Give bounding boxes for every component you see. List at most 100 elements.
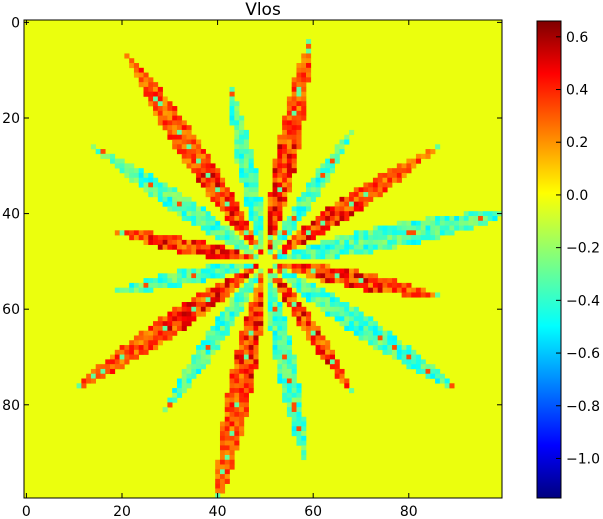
heatmap-cell (406, 168, 412, 174)
heatmap-cell (258, 306, 264, 312)
heatmap-cell (153, 187, 159, 193)
heatmap-cell (205, 177, 211, 183)
heatmap-cell (320, 287, 326, 293)
heatmap-cell (162, 101, 168, 107)
heatmap-cell (210, 340, 216, 346)
heatmap-cell (191, 306, 197, 312)
heatmap-cell (344, 278, 350, 284)
heatmap-cell (349, 273, 355, 279)
heatmap-cell (277, 340, 283, 346)
heatmap-cell (215, 469, 221, 475)
heatmap-cell (224, 392, 230, 398)
heatmap-cell (401, 287, 407, 293)
heatmap-cell (239, 220, 245, 226)
heatmap-cell (291, 392, 297, 398)
heatmap-cell (258, 239, 264, 245)
x-tick-label: 60 (304, 504, 322, 519)
heatmap-cell (272, 311, 278, 317)
heatmap-cell (358, 321, 364, 327)
heatmap-cell (181, 201, 187, 207)
heatmap-cell (129, 177, 135, 183)
heatmap-cell (243, 134, 249, 140)
heatmap-cell (129, 172, 135, 179)
heatmap-cell (353, 206, 359, 212)
heatmap-cell (248, 249, 254, 255)
heatmap-cell (296, 306, 302, 312)
heatmap-cell (458, 220, 465, 226)
heatmap-cell (215, 488, 221, 494)
heatmap-cell (339, 239, 345, 245)
heatmap-cell (368, 230, 374, 236)
heatmap-cell (387, 349, 393, 355)
heatmap-cell (162, 325, 168, 331)
heatmap-cell (253, 359, 259, 365)
heatmap-cell (239, 335, 245, 341)
heatmap-cell (482, 215, 488, 222)
heatmap-cell (406, 158, 412, 164)
heatmap-cell (315, 340, 321, 346)
heatmap-cell (487, 215, 493, 222)
heatmap-cell (387, 340, 393, 346)
heatmap-cell (291, 139, 297, 145)
heatmap-cell (320, 335, 326, 341)
heatmap-cell (277, 139, 283, 145)
heatmap-cell (320, 244, 326, 250)
heatmap-cell (339, 244, 345, 250)
heatmap-cell (124, 163, 130, 169)
heatmap-cell (176, 249, 183, 255)
heatmap-cell (315, 220, 321, 226)
heatmap-cell (325, 168, 331, 174)
heatmap-cell (291, 426, 297, 432)
heatmap-cell (224, 435, 230, 441)
heatmap-cell (210, 163, 216, 169)
heatmap-cell (291, 77, 297, 83)
heatmap-cell (478, 211, 484, 217)
heatmap-cell (162, 201, 168, 207)
heatmap-cell (286, 335, 292, 341)
heatmap-cell (430, 215, 436, 222)
heatmap-cell (215, 330, 221, 336)
heatmap-cell (248, 239, 254, 245)
heatmap-cell (234, 106, 240, 112)
heatmap-cell (148, 340, 154, 346)
heatmap-cell (239, 163, 245, 169)
heatmap-cell (277, 239, 283, 245)
heatmap-cell (334, 278, 340, 284)
heatmap-cell (229, 450, 235, 456)
heatmap-cell (301, 53, 307, 59)
colorbar-tick-label: 0.6 (566, 30, 588, 46)
heatmap-cell (167, 311, 173, 317)
heatmap-cell (196, 297, 202, 303)
heatmap-cell (253, 254, 259, 260)
heatmap-cell (239, 211, 245, 217)
heatmap-cell (219, 421, 226, 427)
heatmap-cell (200, 306, 206, 312)
heatmap-cell (315, 268, 321, 274)
heatmap-cell (320, 349, 326, 355)
heatmap-cell (224, 402, 230, 408)
heatmap-cell (157, 325, 163, 331)
heatmap-cell (248, 349, 254, 355)
heatmap-cell (286, 411, 292, 418)
heatmap-cell (301, 67, 307, 73)
heatmap-cell (344, 139, 350, 145)
heatmap-cell (119, 345, 125, 351)
heatmap-cell (229, 120, 235, 126)
heatmap-cell (219, 192, 226, 198)
heatmap-cell (310, 325, 316, 331)
heatmap-cell (286, 302, 292, 308)
heatmap-cell (439, 225, 445, 231)
heatmap-cell (301, 316, 307, 322)
heatmap-cell (143, 335, 149, 341)
heatmap-cell (382, 235, 388, 241)
heatmap-cell (282, 373, 288, 379)
heatmap-cell (224, 268, 230, 274)
heatmap-cell (406, 349, 412, 355)
heatmap-cell (320, 225, 326, 231)
heatmap-cell (301, 206, 307, 212)
heatmap-cell (387, 278, 393, 284)
heatmap-cell (133, 354, 140, 360)
heatmap-cell (239, 168, 245, 174)
heatmap-cell (310, 230, 316, 236)
heatmap-cell (415, 220, 422, 226)
